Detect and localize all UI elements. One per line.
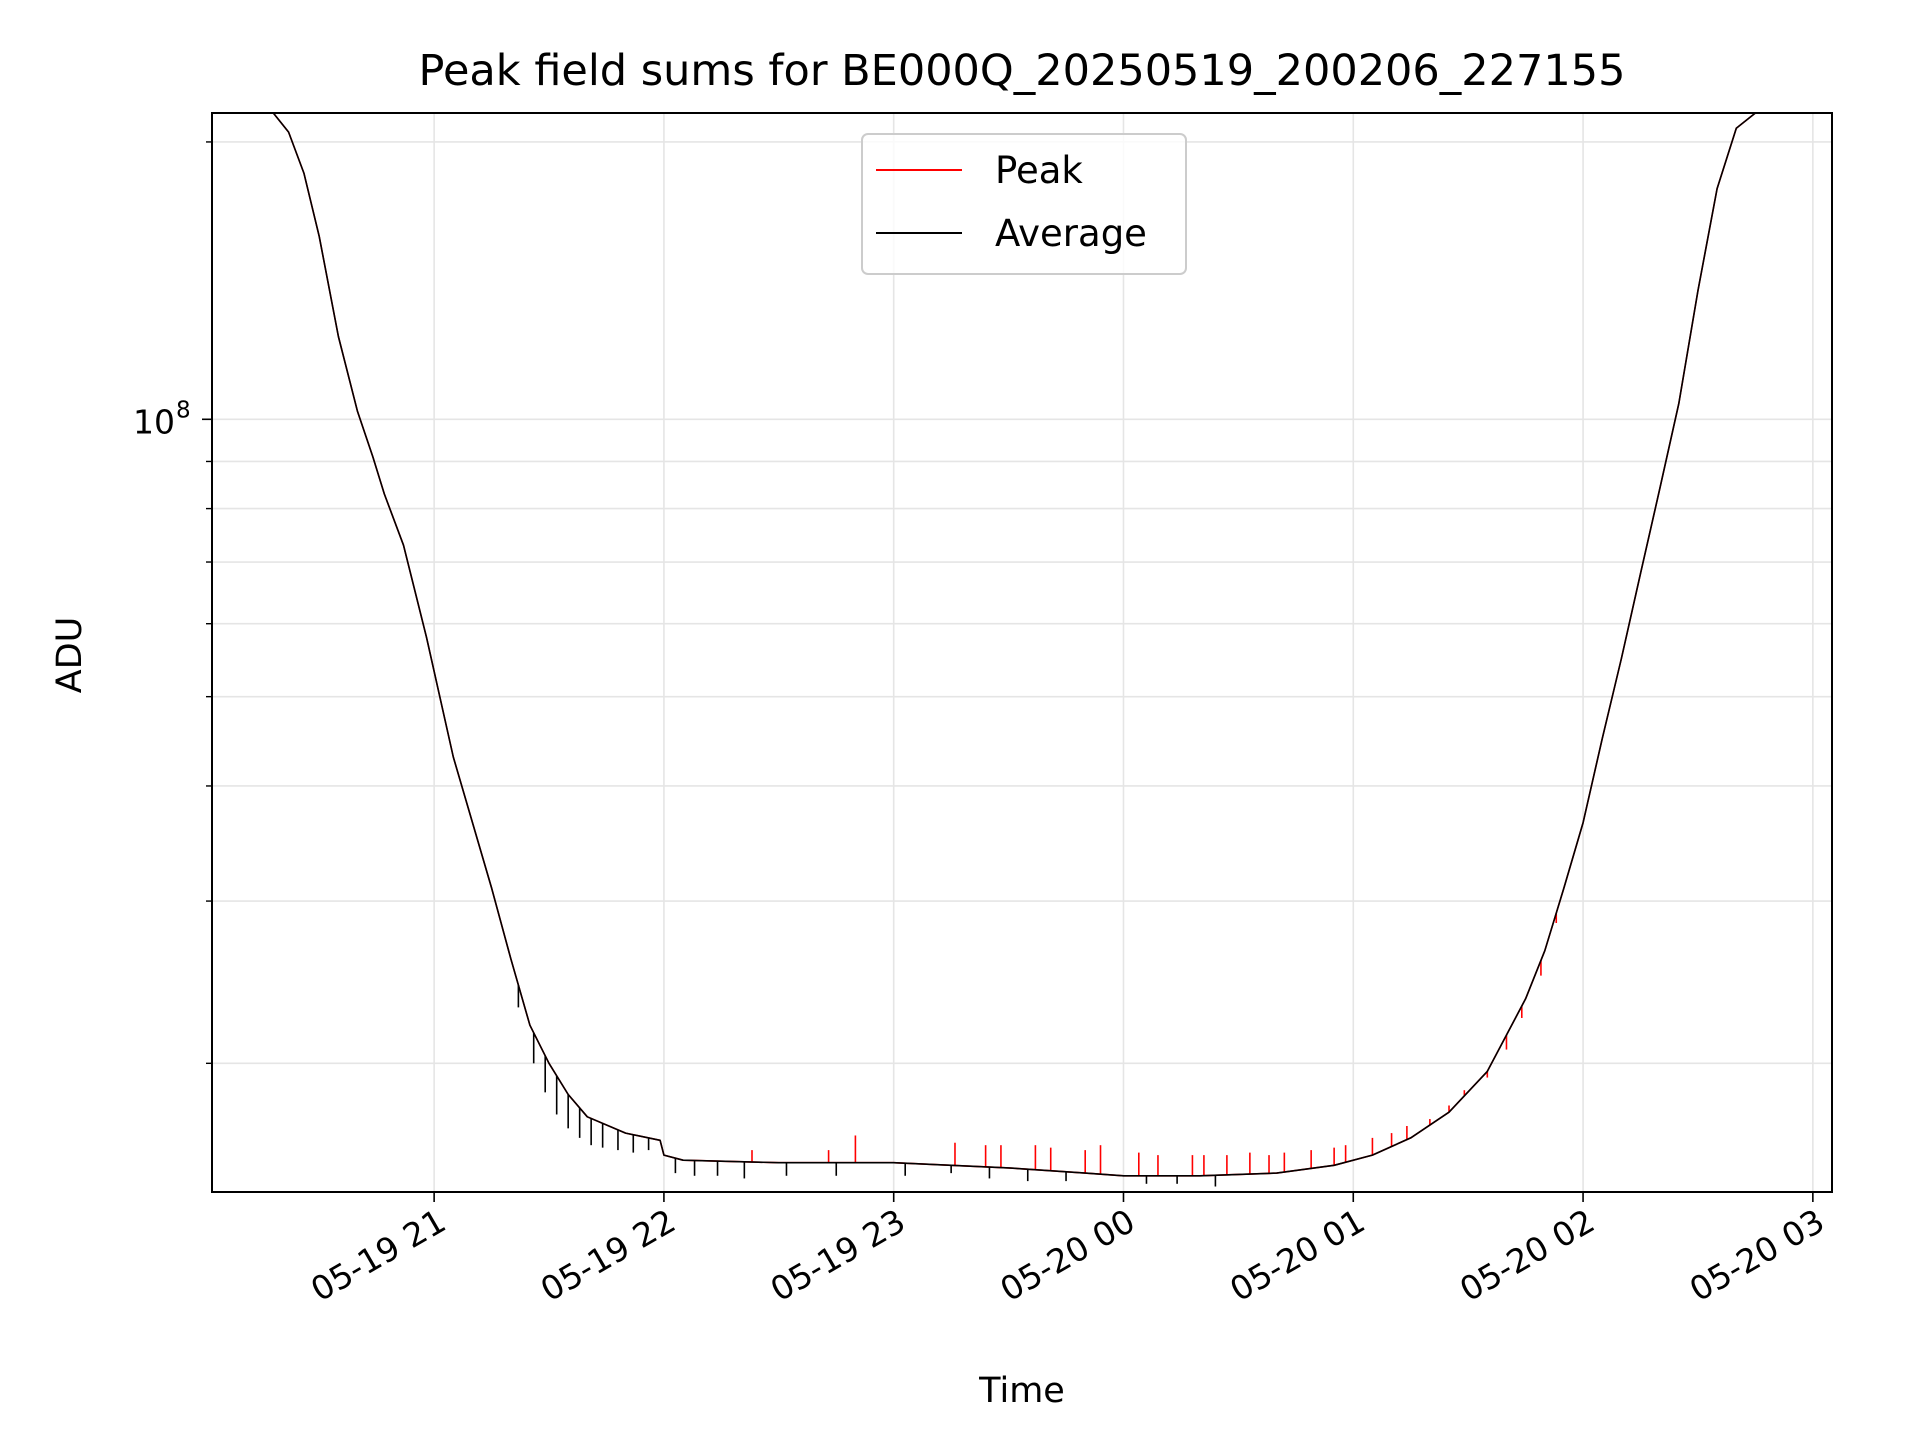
series-average-line	[272, 113, 1756, 1177]
legend-label-peak: Peak	[995, 149, 1083, 192]
series-layer	[272, 113, 1756, 1187]
legend: Peak Average	[861, 133, 1187, 275]
legend-label-average: Average	[995, 212, 1147, 255]
y-tick-label: 10	[133, 402, 175, 441]
x-axis-label: Time	[978, 1371, 1065, 1411]
y-tick-exponent: 8	[176, 397, 191, 423]
grid	[212, 113, 1832, 1192]
chart-title: Peak field sums for BE000Q_20250519_2002…	[419, 46, 1626, 96]
plot-frame	[211, 112, 1833, 1193]
y-axis-label: ADU	[50, 617, 90, 694]
